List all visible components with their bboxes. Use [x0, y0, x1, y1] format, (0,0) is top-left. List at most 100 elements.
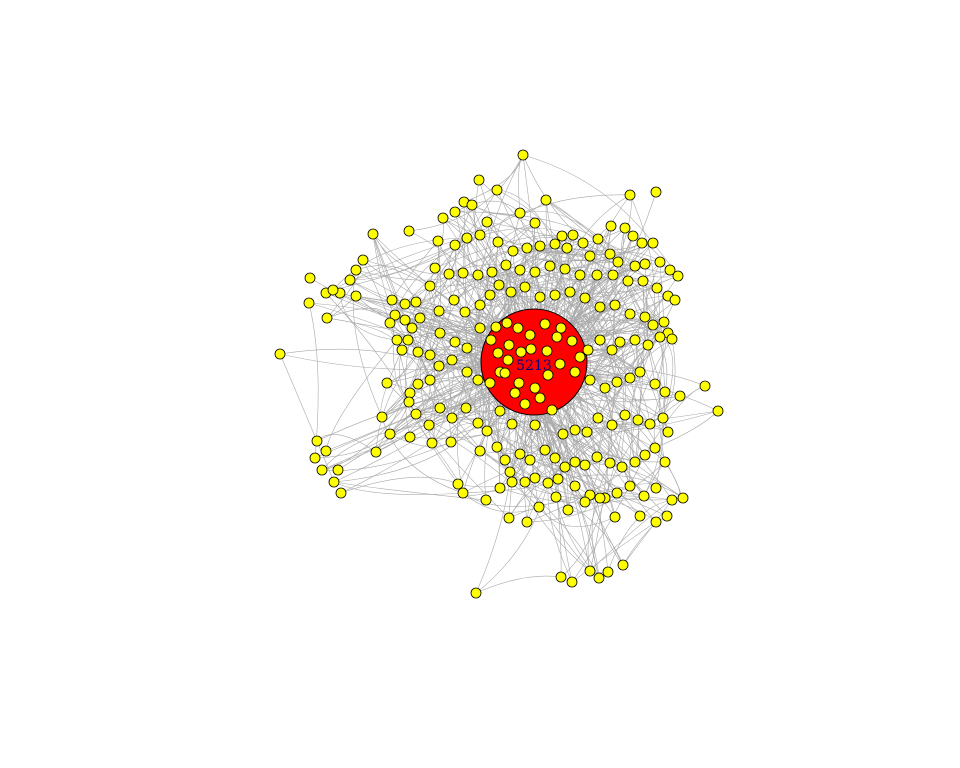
graph-node	[534, 392, 546, 404]
edge	[629, 338, 673, 487]
graph-node	[569, 456, 581, 468]
graph-node	[612, 256, 624, 268]
graph-node	[491, 441, 503, 453]
graph-node	[544, 260, 556, 272]
graph-node	[457, 487, 469, 499]
graph-node	[624, 480, 636, 492]
graph-node	[549, 289, 561, 301]
edge	[629, 194, 655, 326]
edge	[386, 310, 440, 384]
graph-node	[481, 425, 493, 437]
graph-node	[519, 398, 531, 410]
graph-node	[513, 377, 525, 389]
edge	[655, 336, 665, 489]
graph-node	[577, 237, 589, 249]
graph-node	[403, 225, 415, 237]
graph-node	[534, 291, 546, 303]
graph-node	[555, 322, 567, 334]
graph-node	[529, 472, 541, 484]
graph-node	[473, 174, 485, 186]
graph-node	[611, 376, 623, 388]
edge	[463, 201, 468, 349]
edge	[333, 422, 479, 483]
graph-node	[591, 269, 603, 281]
graph-node	[599, 382, 611, 394]
edge	[545, 199, 589, 351]
graph-node	[494, 405, 506, 417]
edge	[352, 269, 383, 418]
graph-node	[636, 237, 648, 249]
edge	[589, 424, 613, 572]
graph-node	[316, 464, 328, 476]
graph-node	[492, 236, 504, 248]
graph-node	[617, 559, 629, 571]
edge	[339, 292, 398, 341]
graph-node	[619, 222, 631, 234]
graph-node	[412, 346, 424, 358]
graph-node	[574, 351, 586, 363]
graph-node	[549, 238, 561, 250]
edge	[375, 351, 419, 453]
graph-node	[629, 334, 641, 346]
graph-node	[579, 292, 591, 304]
graph-node	[584, 374, 596, 386]
edge	[333, 481, 464, 495]
graph-node	[474, 322, 486, 334]
graph-node	[542, 369, 554, 381]
graph-node	[647, 237, 659, 249]
edge	[409, 240, 439, 394]
edge	[479, 291, 571, 306]
graph-node	[524, 329, 536, 341]
graph-node	[699, 380, 711, 392]
edge	[499, 487, 645, 504]
graph-node	[502, 354, 514, 366]
graph-node	[433, 360, 445, 372]
edge	[511, 423, 576, 487]
graph-node	[381, 377, 393, 389]
graph-node	[556, 230, 568, 242]
graph-node	[486, 266, 498, 278]
graph-node	[525, 343, 537, 355]
graph-node	[529, 266, 541, 278]
graph-node	[320, 445, 332, 457]
graph-node	[370, 446, 382, 458]
graph-node	[457, 267, 469, 279]
graph-node	[616, 461, 628, 473]
graph-node	[566, 576, 578, 588]
graph-node	[569, 366, 581, 378]
graph-node	[592, 412, 604, 424]
graph-node	[449, 206, 461, 218]
graph-node	[449, 239, 461, 251]
graph-node	[424, 374, 436, 386]
edge	[636, 261, 661, 373]
graph-node	[424, 349, 436, 361]
graph-node	[506, 476, 518, 488]
graph-node	[350, 290, 362, 302]
graph-node	[389, 309, 401, 321]
graph-node	[303, 297, 315, 309]
graph-node	[514, 264, 526, 276]
graph-node	[659, 386, 671, 398]
graph-node	[624, 308, 636, 320]
edge	[434, 234, 563, 269]
graph-node	[650, 186, 662, 198]
graph-node	[552, 473, 564, 485]
graph-node	[474, 299, 486, 311]
graph-node	[459, 306, 471, 318]
graph-node	[384, 317, 396, 329]
edge	[571, 454, 646, 583]
graph-node	[550, 491, 562, 503]
graph-node	[606, 344, 618, 356]
graph-node	[399, 298, 411, 310]
edge	[510, 291, 601, 341]
graph-node	[584, 565, 596, 577]
graph-node	[521, 516, 533, 528]
graph-node	[584, 250, 596, 262]
edge	[496, 189, 556, 245]
edge	[308, 302, 319, 459]
graph-node	[634, 366, 646, 378]
graph-node	[566, 335, 578, 347]
edge	[372, 233, 409, 341]
graph-node	[669, 294, 681, 306]
